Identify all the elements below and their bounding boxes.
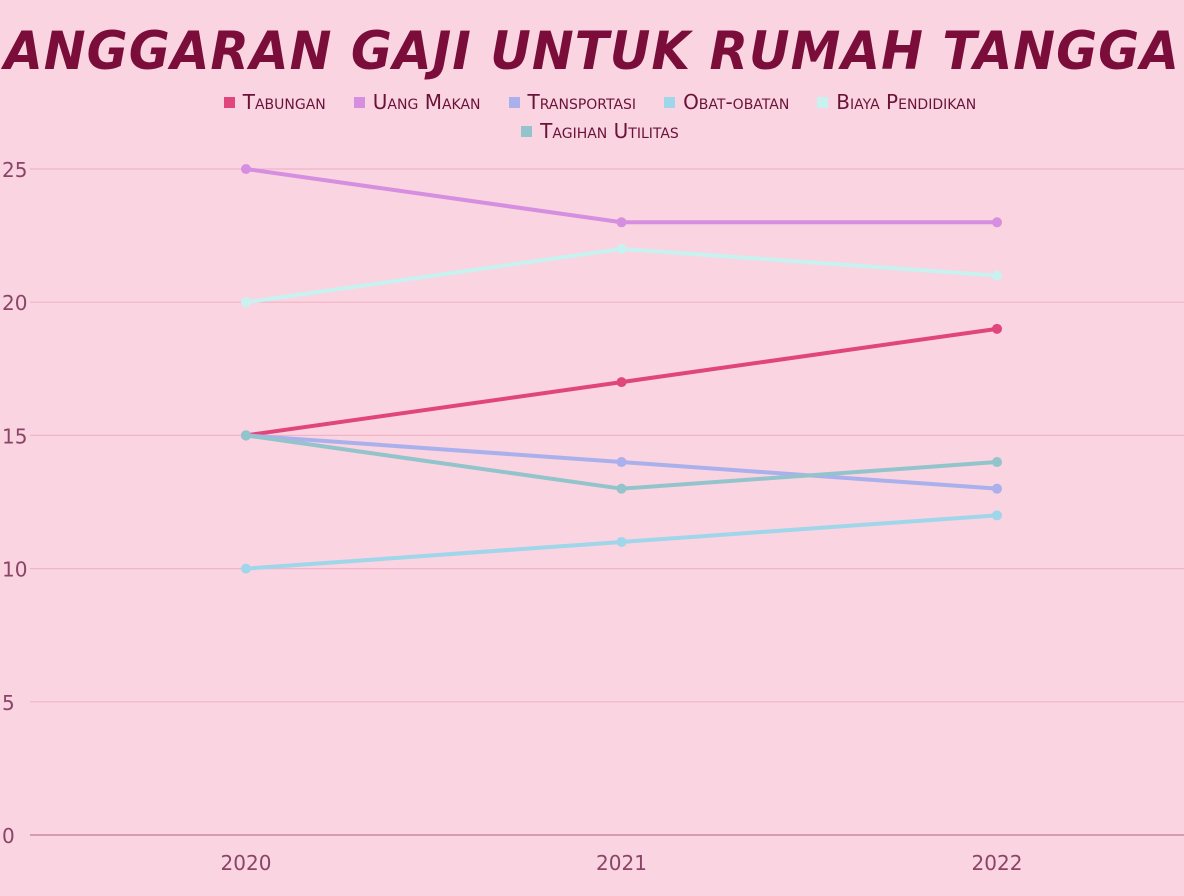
x-tick-label: 2021: [596, 851, 647, 875]
legend: Tabungan Uang Makan Transportasi Obat-obata…: [80, 88, 1120, 146]
data-point: [241, 430, 251, 441]
data-point: [992, 270, 1002, 281]
data-point: [992, 217, 1002, 228]
data-point: [616, 457, 627, 468]
series-line: [245, 167, 997, 225]
y-tick-label: 0: [2, 824, 15, 848]
legend-item: Tabungan: [223, 88, 326, 117]
legend-label: Tabungan: [242, 90, 326, 114]
legend-label: Tagihan Utilitas: [540, 119, 679, 143]
data-point: [992, 483, 1002, 494]
legend-item: Uang Makan: [353, 88, 481, 117]
legend-swatch: [664, 97, 676, 108]
data-point: [992, 323, 1002, 334]
legend-swatch: [223, 97, 235, 108]
data-point: [616, 377, 627, 388]
legend-swatch: [817, 97, 829, 108]
data-point: [992, 510, 1002, 521]
chart-title: ANGGARAN GAJI UNTUK RUMAH TANGGA: [4, 20, 1180, 82]
data-point: [616, 483, 627, 494]
y-tick-label: 25: [2, 158, 27, 182]
y-tick-label: 15: [2, 424, 27, 448]
legend-item: Tagihan Utilitas: [521, 117, 679, 146]
data-point: [616, 217, 627, 228]
legend-swatch: [508, 97, 520, 108]
data-point: [616, 536, 627, 547]
legend-item: Transportasi: [508, 88, 637, 117]
legend-item: Obat-obatan: [664, 88, 789, 117]
series-line: [245, 246, 998, 305]
legend-item: Biaya Pendidikan: [817, 88, 976, 117]
legend-swatch: [353, 97, 365, 108]
data-point: [241, 563, 251, 574]
legend-label: Transportasi: [527, 90, 637, 114]
legend-label: Obat-obatan: [683, 90, 790, 114]
legend-label: Biaya Pendidikan: [836, 90, 977, 114]
data-point: [241, 297, 251, 308]
legend-label: Uang Makan: [372, 90, 481, 114]
y-tick-label: 10: [2, 558, 27, 582]
legend-swatch: [521, 126, 533, 137]
data-point: [241, 164, 251, 174]
data-point: [616, 243, 627, 254]
y-tick-label: 20: [2, 291, 27, 315]
data-point: [992, 457, 1002, 468]
x-tick-label: 2020: [221, 851, 272, 875]
x-tick-label: 2022: [972, 851, 1023, 875]
y-tick-label: 5: [2, 691, 15, 715]
